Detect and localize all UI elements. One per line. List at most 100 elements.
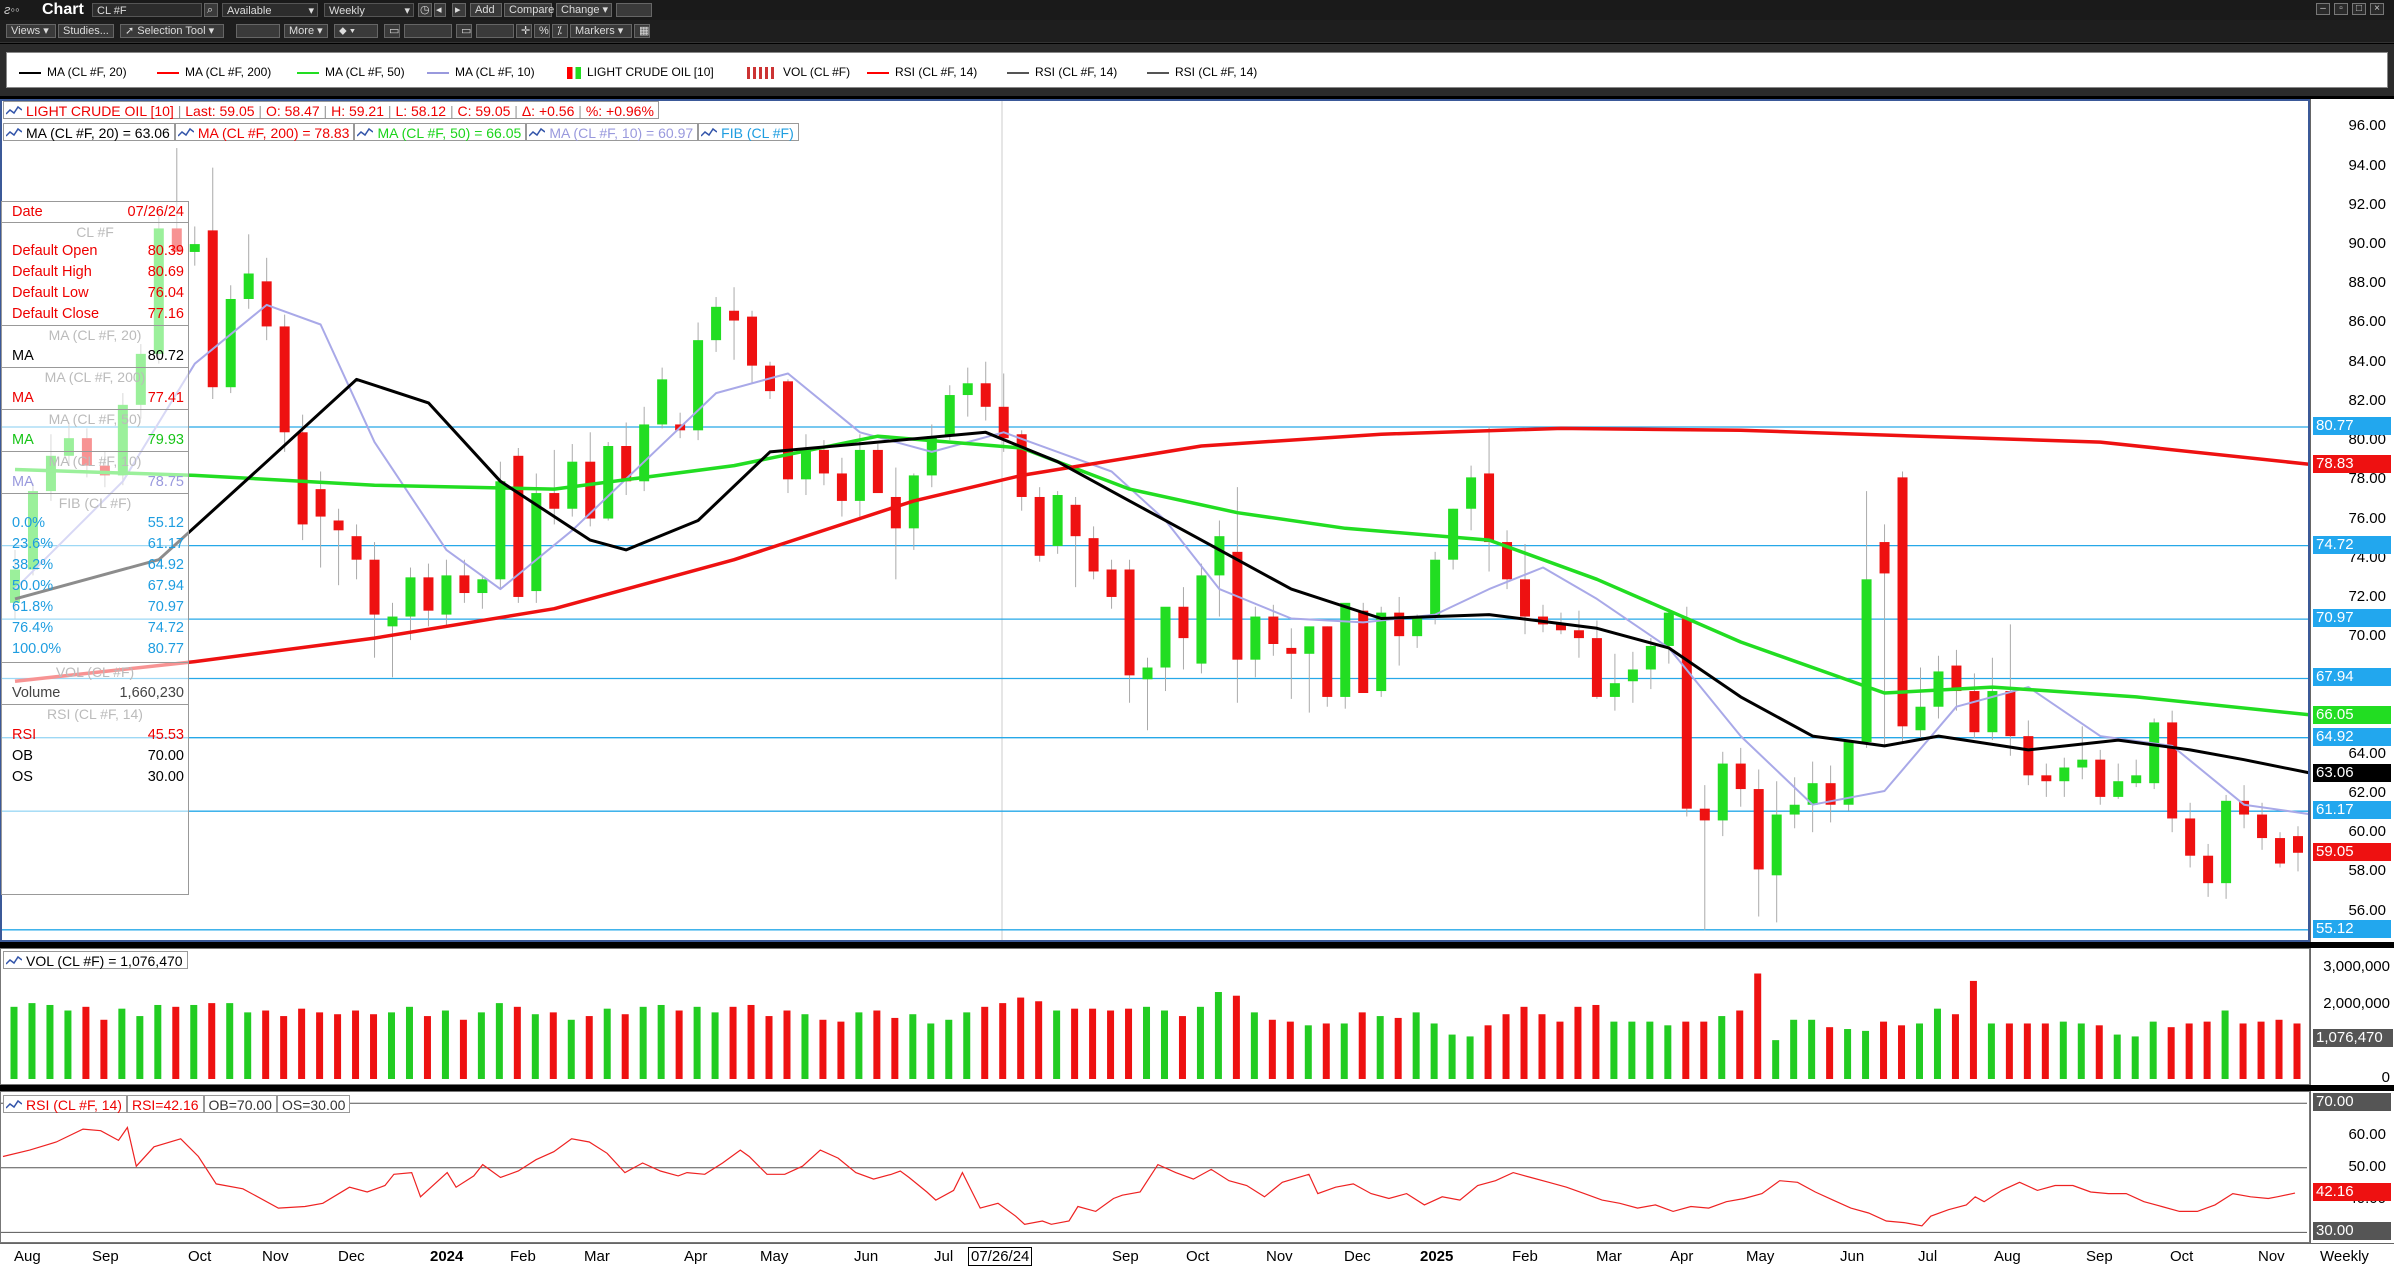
volume-bar bbox=[1610, 1021, 1618, 1079]
volume-bar bbox=[585, 1016, 593, 1079]
more-button[interactable]: More ▾ bbox=[284, 24, 328, 38]
rsi-header[interactable]: RSI (CL #F, 14) bbox=[3, 1095, 127, 1113]
price-tick-label: 86.00 bbox=[2348, 313, 2386, 331]
rsi-ob-box: OB=70.00 bbox=[203, 1095, 277, 1113]
crosshair-icon[interactable]: ✛ bbox=[516, 24, 532, 38]
price-axis[interactable]: 96.00 94.00 92.00 90.00 88.00 86.00 84.00 82.00… bbox=[2310, 99, 2394, 942]
blank-field[interactable] bbox=[476, 24, 514, 38]
price-pane[interactable] bbox=[0, 99, 2310, 942]
rectangle-icon[interactable]: ▭ bbox=[384, 24, 400, 38]
views-button[interactable]: Views ▾ bbox=[6, 24, 56, 38]
legend-item[interactable]: RSI (CL #F, 14) bbox=[867, 65, 977, 79]
volume-chart[interactable] bbox=[1, 949, 2309, 1084]
legend-item[interactable]: VOL (CL #F) bbox=[747, 65, 850, 79]
ma50-header[interactable]: MA (CL #F, 50) = 66.05 bbox=[354, 123, 527, 141]
candle-body bbox=[1142, 667, 1153, 680]
clock-icon[interactable]: ◷ bbox=[418, 3, 432, 17]
minimize-icon[interactable]: – bbox=[2316, 3, 2330, 15]
legend-item[interactable]: RSI (CL #F, 14) bbox=[1147, 65, 1257, 79]
candle-body bbox=[1304, 626, 1315, 654]
price-tag: 59.05 bbox=[2313, 842, 2391, 861]
ma200-header[interactable]: MA (CL #F, 200) = 78.83 bbox=[174, 123, 355, 141]
legend-item[interactable]: MA (CL #F, 10) bbox=[427, 65, 535, 79]
candle-body bbox=[2221, 800, 2232, 884]
price-tick-label: 78.00 bbox=[2348, 470, 2386, 488]
dw-fib-row: 61.8% 70.97 bbox=[2, 597, 188, 617]
volume-bar bbox=[747, 1004, 755, 1079]
rsi-chart[interactable] bbox=[1, 1092, 2309, 1242]
rsi-pane[interactable] bbox=[0, 1091, 2310, 1243]
ma-header-row: MA (CL #F, 20) = 63.06 MA (CL #F, 200) = … bbox=[3, 123, 799, 141]
time-axis-label: Sep bbox=[1112, 1248, 1139, 1265]
blank-button[interactable] bbox=[616, 3, 652, 17]
pin-tool-button[interactable]: ⬥ ▾ bbox=[334, 24, 378, 38]
volume-bar bbox=[1017, 997, 1025, 1079]
volume-bar bbox=[1898, 1025, 1906, 1079]
symbol-input[interactable]: CL #F bbox=[92, 3, 202, 17]
volume-bar bbox=[909, 1014, 917, 1079]
play-icon[interactable]: ▸ bbox=[452, 3, 466, 17]
toolbar: Views ▾ Studies... ➚ Selection Tool ▾ Mo… bbox=[0, 20, 2394, 43]
grid-icon[interactable]: ▦ bbox=[634, 24, 650, 38]
markers-button[interactable]: Markers ▾ bbox=[570, 24, 632, 38]
candle-body bbox=[1322, 626, 1333, 697]
volume-pane[interactable] bbox=[0, 948, 2310, 1085]
ma20-header[interactable]: MA (CL #F, 20) = 63.06 bbox=[3, 123, 175, 141]
restore-icon[interactable]: ▫ bbox=[2334, 3, 2348, 15]
search-icon[interactable]: ⌕ bbox=[204, 3, 218, 17]
volume-bar bbox=[1844, 1029, 1852, 1079]
price-tick-label: 72.00 bbox=[2348, 587, 2386, 605]
ma10-header[interactable]: MA (CL #F, 10) = 60.97 bbox=[526, 123, 699, 141]
blank-field[interactable] bbox=[404, 24, 452, 38]
price-header[interactable]: LIGHT CRUDE OIL [10] | Last: 59.05 | O: … bbox=[3, 101, 659, 119]
legend-swatch bbox=[157, 71, 179, 74]
period-select[interactable]: Weekly ▾ bbox=[324, 3, 414, 17]
change-button[interactable]: Change ▾ bbox=[556, 3, 612, 17]
step-back-icon[interactable]: ◂ bbox=[434, 3, 446, 17]
legend-item[interactable]: MA (CL #F, 20) bbox=[19, 65, 127, 79]
blank-tool-button[interactable] bbox=[236, 24, 280, 38]
dw-high-value: 80.69 bbox=[147, 264, 184, 280]
close-icon[interactable]: × bbox=[2370, 3, 2384, 15]
percent-button[interactable]: % bbox=[534, 24, 550, 38]
compare-button[interactable]: Compare bbox=[504, 3, 554, 17]
candle-body bbox=[1735, 763, 1746, 790]
chart-line-icon bbox=[529, 127, 546, 137]
volume-bar bbox=[1196, 1006, 1204, 1079]
availability-select[interactable]: Available ▾ bbox=[222, 3, 318, 17]
legend-item[interactable]: MA (CL #F, 50) bbox=[297, 65, 405, 79]
legend-label: RSI (CL #F, 14) bbox=[1175, 65, 1258, 79]
dw-close-value: 77.16 bbox=[147, 306, 184, 322]
candle-body bbox=[1591, 638, 1602, 697]
rectangle-icon[interactable]: ▭ bbox=[456, 24, 472, 38]
volume-bar bbox=[1772, 1040, 1780, 1079]
volume-bar bbox=[549, 1012, 557, 1079]
time-axis[interactable]: Weekly Aug Sep Oct Nov Dec 2024 Feb Mar Apr May Ju… bbox=[0, 1243, 2394, 1270]
volume-bar bbox=[1592, 1004, 1600, 1079]
legend-item[interactable]: MA (CL #F, 200) bbox=[157, 65, 271, 79]
time-axis-label: Jul bbox=[1918, 1248, 1938, 1265]
price-chart[interactable] bbox=[2, 101, 2308, 940]
maximize-icon[interactable]: □ bbox=[2352, 3, 2366, 15]
price-tag: 64.92 bbox=[2313, 727, 2391, 746]
candle-body bbox=[1250, 616, 1261, 660]
fib-header[interactable]: FIB (CL #F) bbox=[698, 123, 799, 141]
legend-swatch bbox=[1147, 71, 1169, 74]
legend-item[interactable]: LIGHT CRUDE OIL [10] bbox=[567, 65, 714, 79]
studies-button[interactable]: Studies... bbox=[58, 24, 114, 38]
candle-body bbox=[1340, 602, 1351, 697]
add-button[interactable]: Add bbox=[470, 3, 502, 17]
volume-bar bbox=[819, 1019, 827, 1079]
legend-label: MA (CL #F, 20) bbox=[47, 65, 127, 79]
legend-item[interactable]: RSI (CL #F, 14) bbox=[1007, 65, 1117, 79]
time-axis-label: Dec bbox=[1344, 1248, 1371, 1265]
volume-header[interactable]: VOL (CL #F) = 1,076,470 bbox=[3, 951, 188, 969]
selection-tool-button[interactable]: ➚ Selection Tool ▾ bbox=[120, 24, 224, 38]
candle-body bbox=[1915, 706, 1926, 731]
time-axis-label: Feb bbox=[510, 1248, 536, 1265]
price-tag: 78.83 bbox=[2313, 455, 2391, 474]
rsi-tag: 42.16 bbox=[2313, 1183, 2391, 1202]
scale-icon[interactable]: ⁒ bbox=[552, 24, 568, 38]
